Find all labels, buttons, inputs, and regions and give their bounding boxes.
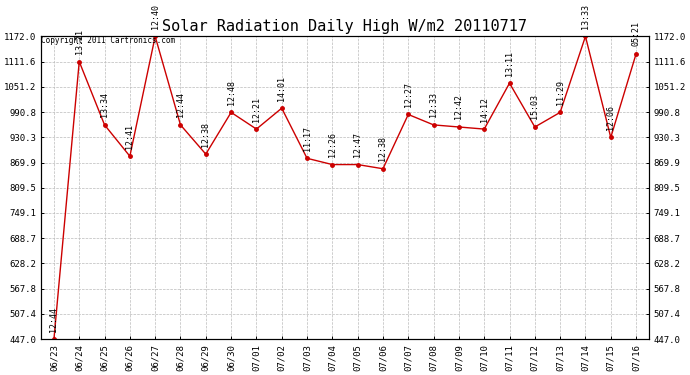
Text: 12:38: 12:38 — [201, 122, 210, 147]
Text: 15:03: 15:03 — [531, 94, 540, 119]
Text: Copyright 2011 Cartronics.com: Copyright 2011 Cartronics.com — [41, 36, 175, 45]
Text: 14:12: 14:12 — [480, 96, 489, 122]
Text: 11:17: 11:17 — [302, 126, 311, 151]
Text: 13:34: 13:34 — [100, 92, 109, 117]
Text: 11:29: 11:29 — [555, 80, 564, 105]
Text: 12:27: 12:27 — [404, 82, 413, 107]
Text: 12:21: 12:21 — [252, 96, 261, 122]
Text: 12:38: 12:38 — [379, 136, 388, 161]
Text: 12:44: 12:44 — [50, 306, 59, 332]
Text: 13:33: 13:33 — [581, 4, 590, 29]
Text: 13:11: 13:11 — [505, 51, 514, 76]
Text: 14:01: 14:01 — [277, 76, 286, 100]
Text: 12:42: 12:42 — [455, 94, 464, 119]
Text: 12:33: 12:33 — [429, 92, 438, 117]
Text: 12:47: 12:47 — [353, 132, 362, 157]
Text: 12:48: 12:48 — [226, 80, 235, 105]
Text: 05:21: 05:21 — [631, 21, 640, 46]
Text: 13:21: 13:21 — [75, 29, 83, 54]
Text: 12:44: 12:44 — [176, 92, 185, 117]
Text: 12:06: 12:06 — [607, 105, 615, 130]
Title: Solar Radiation Daily High W/m2 20110717: Solar Radiation Daily High W/m2 20110717 — [163, 19, 527, 34]
Text: 12:40: 12:40 — [150, 4, 159, 29]
Text: 12:41: 12:41 — [126, 124, 135, 148]
Text: 12:26: 12:26 — [328, 132, 337, 157]
